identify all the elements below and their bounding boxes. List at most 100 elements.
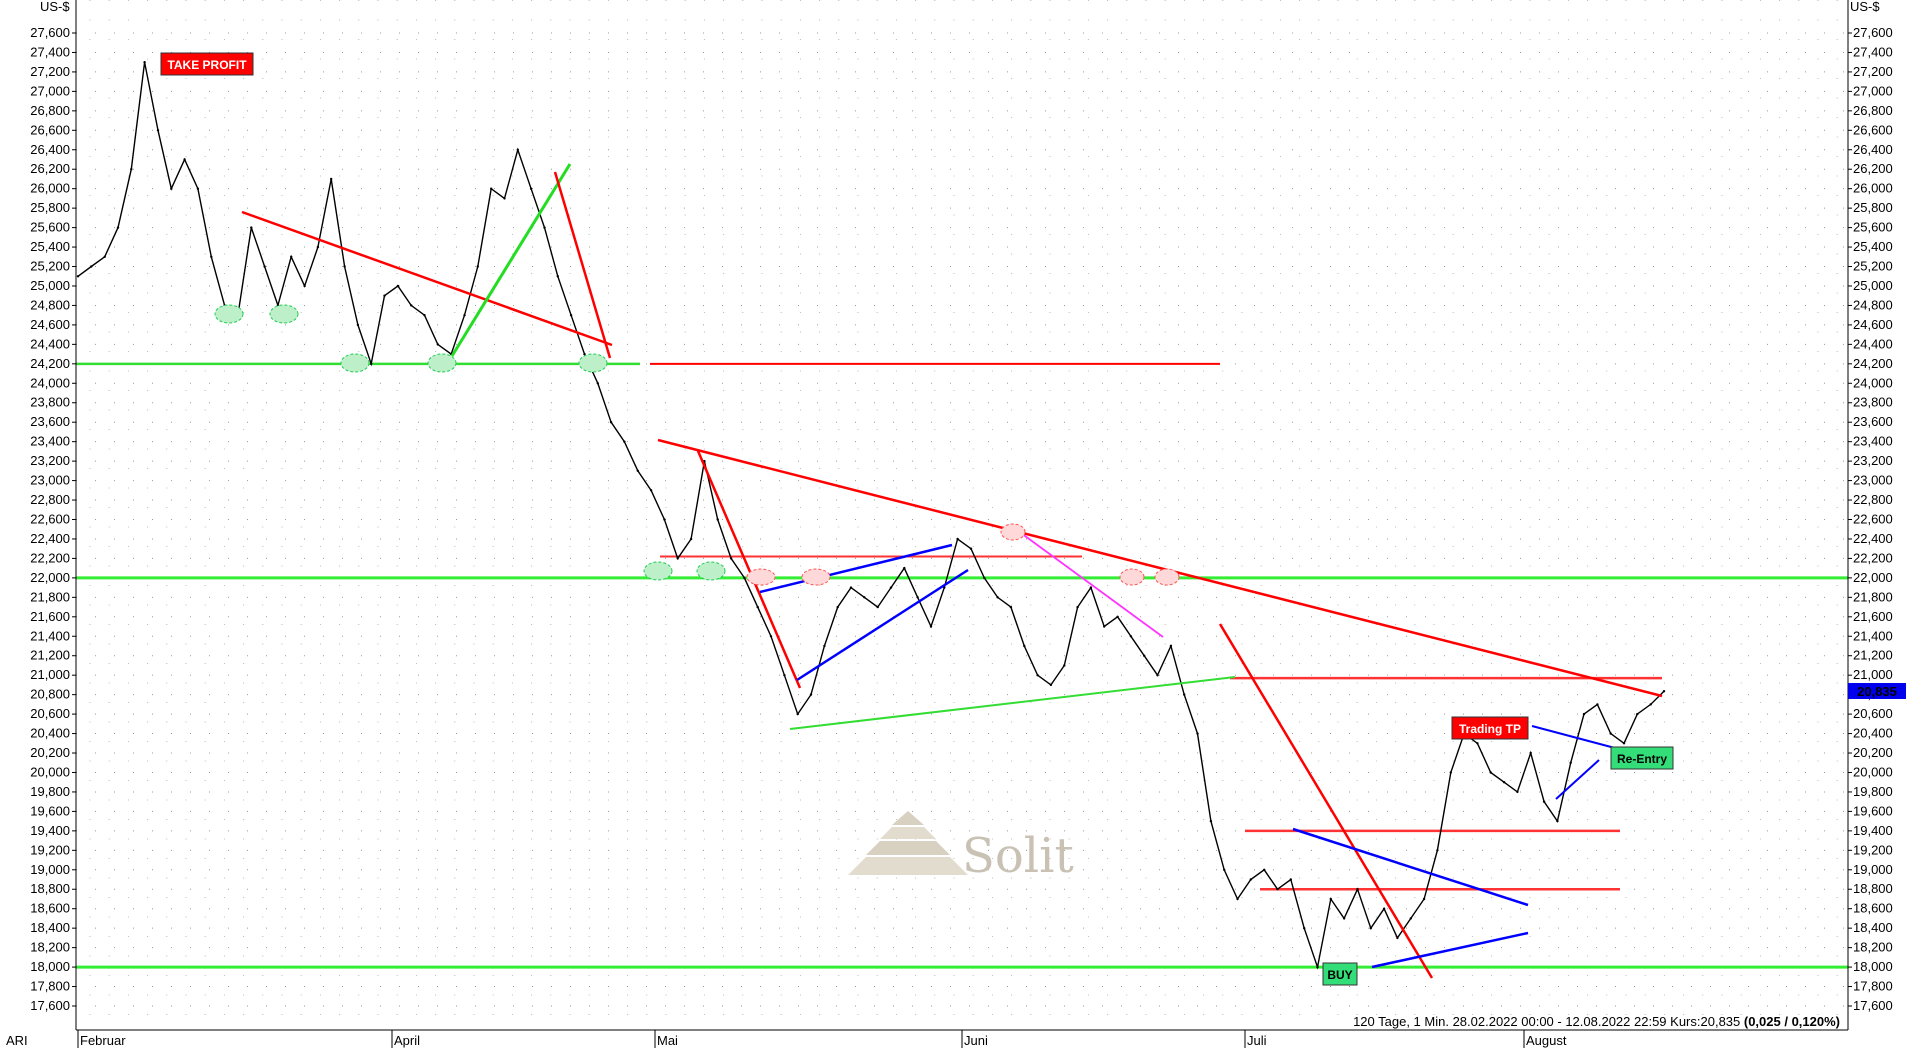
x-tick-label: April xyxy=(394,1033,420,1048)
y-tick-label: 20,600 xyxy=(30,706,70,721)
y-tick-label: 25,400 xyxy=(30,239,70,254)
price-point xyxy=(1569,761,1572,764)
y-tick-label-right: 19,800 xyxy=(1853,784,1893,799)
y-tick-label: 22,200 xyxy=(30,550,70,565)
y-tick-label: 23,600 xyxy=(30,414,70,429)
price-point xyxy=(90,265,93,268)
horizontal-levels xyxy=(76,362,1848,969)
price-point xyxy=(583,352,586,356)
y-tick-label-right: 20,200 xyxy=(1853,745,1893,760)
y-tick-label: 21,000 xyxy=(30,667,70,682)
y-tick-label-right: 18,800 xyxy=(1853,881,1893,896)
y-tick-label-right: 17,800 xyxy=(1853,979,1893,994)
trendline-red-1 xyxy=(241,210,613,347)
price-point xyxy=(809,693,813,696)
price-point xyxy=(916,596,919,599)
price-point xyxy=(743,576,746,580)
y-tick-label: 19,000 xyxy=(30,862,70,877)
price-point xyxy=(130,168,133,171)
y-tick-label: 18,200 xyxy=(30,940,70,955)
y-tick-label-right: 26,200 xyxy=(1853,161,1893,176)
price-point xyxy=(1582,712,1586,716)
price-point xyxy=(1609,732,1612,735)
price-point xyxy=(1542,800,1546,803)
y-tick-label-right: 25,600 xyxy=(1853,220,1893,235)
price-point xyxy=(423,314,426,317)
y-tick-label: 20,400 xyxy=(30,726,70,741)
trendline-green-2 xyxy=(789,676,1236,730)
y-tick-label-right: 23,800 xyxy=(1853,395,1893,410)
price-point xyxy=(1129,635,1133,638)
price-point xyxy=(116,226,120,229)
price-point xyxy=(1409,917,1413,920)
channel-blue-6 xyxy=(1555,759,1600,800)
price-point xyxy=(929,625,933,628)
price-point xyxy=(1329,897,1333,901)
price-point xyxy=(170,187,173,190)
y-tick-label: 24,000 xyxy=(30,375,70,390)
chart-info: 120 Tage, 1 Min. 28.02.2022 00:00 - 12.0… xyxy=(1353,1014,1840,1029)
watermark: Solit xyxy=(848,811,1074,884)
y-tick-label-right: 24,400 xyxy=(1853,336,1893,351)
y-tick-label-right: 21,800 xyxy=(1853,589,1893,604)
price-point xyxy=(516,148,519,151)
price-point xyxy=(356,323,360,327)
price-point xyxy=(156,129,160,132)
y-tick-label: 22,000 xyxy=(30,570,70,585)
price-point xyxy=(370,362,373,365)
price-point xyxy=(476,265,479,268)
price-point xyxy=(1049,683,1053,687)
y-tick-label: 26,000 xyxy=(30,181,70,196)
price-points xyxy=(76,61,1666,969)
take-profit-text: TAKE PROFIT xyxy=(167,58,247,72)
x-tick-label: Februar xyxy=(80,1033,126,1048)
y-tick-label: 17,600 xyxy=(30,998,70,1013)
y-tick-label: 19,400 xyxy=(30,823,70,838)
y-tick-label-right: 27,200 xyxy=(1853,64,1893,79)
price-point xyxy=(1449,771,1453,774)
y-tick-label-right: 17,600 xyxy=(1853,998,1893,1013)
y-tick-label-right: 25,400 xyxy=(1853,239,1893,254)
trendlines xyxy=(241,163,1663,979)
y-tick-label-right: 19,400 xyxy=(1853,823,1893,838)
price-point xyxy=(343,265,346,268)
price-point xyxy=(1356,888,1359,891)
y-tick-label: 27,000 xyxy=(30,83,70,98)
price-point xyxy=(290,255,293,258)
touch-marker-red xyxy=(1000,523,1026,541)
re-entry-label: Re-Entry xyxy=(1610,746,1674,770)
y-tick-label-right: 25,000 xyxy=(1853,278,1893,293)
y-tick-label: 25,000 xyxy=(30,278,70,293)
price-point xyxy=(1396,936,1399,940)
y-tick-label: 23,800 xyxy=(30,395,70,410)
y-tick-label: 22,600 xyxy=(30,512,70,527)
price-point xyxy=(983,576,986,580)
price-point xyxy=(463,314,466,317)
price-point xyxy=(1169,644,1173,648)
price-point xyxy=(1076,605,1079,609)
y-tick-label: 22,800 xyxy=(30,492,70,507)
y-tick-label: 20,800 xyxy=(30,687,70,702)
price-point xyxy=(823,644,826,648)
buy-text: BUY xyxy=(1327,968,1352,982)
price-point xyxy=(569,314,573,317)
watermark-text: Solit xyxy=(962,828,1074,884)
price-point xyxy=(1116,615,1119,618)
price-point xyxy=(1502,781,1506,784)
price-point xyxy=(849,586,853,589)
y-tick-label: 22,400 xyxy=(30,531,70,546)
price-point xyxy=(969,547,973,550)
y-tick-label: 26,400 xyxy=(30,142,70,157)
y-tick-label: 23,400 xyxy=(30,434,70,449)
y-tick-label-right: 20,400 xyxy=(1853,726,1893,741)
price-point xyxy=(1103,625,1106,628)
price-point xyxy=(1289,878,1293,881)
y-axis-right: 27,600 27,400 27,200 27,000 26,800 26,600 26,4… xyxy=(1848,25,1893,1013)
last-price-label: 20,835 xyxy=(1857,684,1897,699)
price-point xyxy=(1649,703,1652,706)
x-axis: Februar April Mai Juni Juli August xyxy=(77,1030,1567,1048)
y-tick-label-right: 23,600 xyxy=(1853,414,1893,429)
y-tick-label: 20,000 xyxy=(30,764,70,779)
price-point xyxy=(316,245,320,249)
